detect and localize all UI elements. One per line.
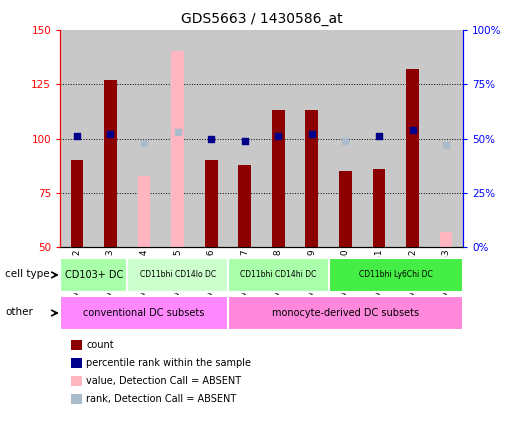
Bar — [60, 30, 94, 247]
Bar — [60, 296, 228, 330]
Bar — [171, 52, 184, 247]
Bar — [228, 258, 328, 292]
Bar — [262, 30, 295, 247]
Point — [375, 133, 383, 140]
Point — [241, 137, 249, 144]
Bar — [228, 30, 262, 247]
Text: other: other — [5, 307, 33, 317]
Bar — [406, 69, 419, 247]
Text: CD11bhi CD14hi DC: CD11bhi CD14hi DC — [240, 270, 316, 280]
Bar — [127, 258, 228, 292]
Text: rank, Detection Call = ABSENT: rank, Detection Call = ABSENT — [86, 394, 236, 404]
Bar — [71, 160, 83, 247]
Text: cell type: cell type — [5, 269, 50, 279]
Bar — [429, 30, 463, 247]
Point — [341, 137, 349, 144]
Text: CD11bhi Ly6Chi DC: CD11bhi Ly6Chi DC — [359, 270, 433, 280]
Bar — [60, 258, 127, 292]
Text: value, Detection Call = ABSENT: value, Detection Call = ABSENT — [86, 376, 242, 386]
Point — [274, 133, 282, 140]
Bar — [94, 30, 127, 247]
Title: GDS5663 / 1430586_at: GDS5663 / 1430586_at — [180, 12, 343, 26]
Point — [106, 131, 115, 137]
Text: conventional DC subsets: conventional DC subsets — [83, 308, 204, 318]
Bar — [195, 30, 228, 247]
Bar — [362, 30, 396, 247]
Bar — [205, 160, 218, 247]
Bar — [228, 296, 463, 330]
Bar — [272, 110, 285, 247]
Bar — [328, 258, 463, 292]
Bar — [396, 30, 429, 247]
Text: CD103+ DC: CD103+ DC — [64, 270, 123, 280]
Bar — [127, 30, 161, 247]
Point — [308, 131, 316, 137]
Point — [174, 129, 182, 135]
Point — [207, 135, 215, 142]
Point — [408, 126, 417, 133]
Bar — [339, 171, 352, 247]
Bar — [138, 176, 151, 247]
Bar — [440, 232, 452, 247]
Point — [73, 133, 81, 140]
Text: percentile rank within the sample: percentile rank within the sample — [86, 358, 251, 368]
Bar — [328, 30, 362, 247]
Text: CD11bhi CD14lo DC: CD11bhi CD14lo DC — [140, 270, 215, 280]
Bar — [372, 169, 385, 247]
Bar — [161, 30, 195, 247]
Point — [140, 140, 148, 146]
Bar — [305, 110, 318, 247]
Text: monocyte-derived DC subsets: monocyte-derived DC subsets — [272, 308, 419, 318]
Text: count: count — [86, 340, 114, 350]
Point — [442, 142, 450, 148]
Bar — [295, 30, 328, 247]
Bar — [104, 80, 117, 247]
Bar — [238, 165, 251, 247]
